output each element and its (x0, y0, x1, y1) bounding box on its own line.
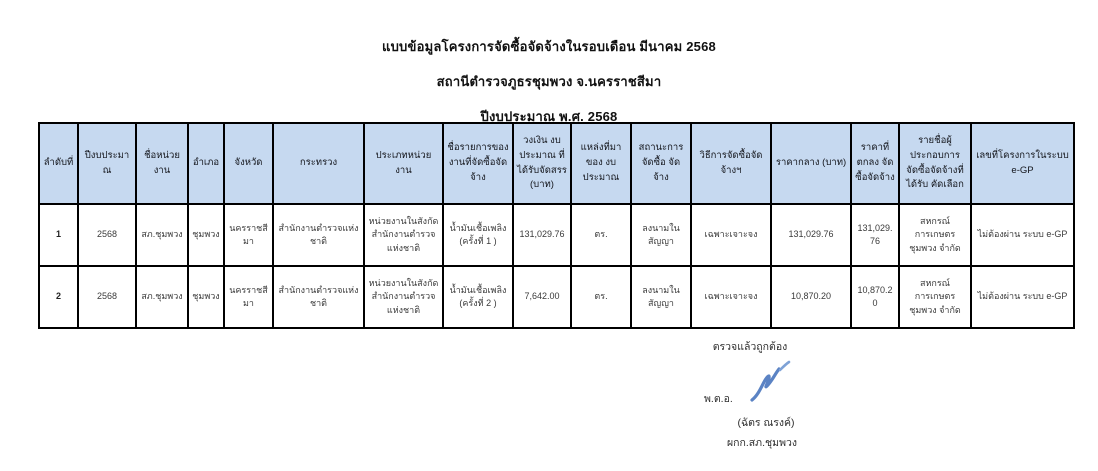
table-cell: 2 (38, 265, 79, 329)
table-cell: 131,029.76 (850, 203, 900, 267)
table-cell: ไม่ต้องผ่าน ระบบ e-GP (970, 265, 1075, 329)
table-cell: 131,029.76 (512, 203, 572, 267)
verified-text: ตรวจแล้วถูกต้อง (712, 341, 788, 353)
table-row: 2 2568 สภ.ชุมพวง ชุมพวง นครราชสีมา สำนักงานตำ… (38, 265, 1075, 329)
table-cell: 10,870.20 (850, 265, 900, 329)
column-header: ชื่อหน่วยงาน (135, 122, 189, 205)
table-cell: สหกรณ์การเกษตร ชุมพวง จำกัด (898, 203, 972, 267)
table-body: 1 2568 สภ.ชุมพวง ชุมพวง นครราชสีมา สำนักงานตำ… (38, 203, 1075, 329)
table-cell: 2568 (77, 265, 137, 329)
table-cell: 1 (38, 203, 79, 267)
table-cell: 7,642.00 (512, 265, 572, 329)
table-cell: เฉพาะเจาะจง (690, 265, 772, 329)
signature-block: ตรวจแล้วถูกต้อง พ.ต.อ. (ฉัตร ณรงค์) ผกก.… (600, 336, 920, 466)
table-cell: น้ำมันเชื้อเพลิง (ครั้งที่ 1 ) (442, 203, 514, 267)
table-cell: ตร. (570, 203, 632, 267)
procurement-table: ลำดับที่ ปีงบประมาณ ชื่อหน่วยงาน อำเภอ จังหว… (38, 122, 1075, 329)
table-cell: ลงนามในสัญญา (630, 203, 692, 267)
signer-name: (ฉัตร ณรงค์) (737, 417, 795, 429)
table-cell: สำนักงานตำรวจแห่งชาติ (272, 265, 365, 329)
table-cell: ตร. (570, 265, 632, 329)
column-header: ราคากลาง (บาท) (770, 122, 852, 205)
column-header: รายชื่อผู้ประกอบการ จัดซื้อจัดจ้างที่ได้… (898, 122, 972, 205)
column-header: ปีงบประมาณ (77, 122, 137, 205)
signer-position: ผกก.สภ.ชุมพวง (726, 437, 798, 449)
table-cell: น้ำมันเชื้อเพลิง (ครั้งที่ 2 ) (442, 265, 514, 329)
column-header: ราคาที่ตกลง จัดซื้อจัดจ้าง (850, 122, 900, 205)
table-cell: ไม่ต้องผ่าน ระบบ e-GP (970, 203, 1075, 267)
header-row: ลำดับที่ ปีงบประมาณ ชื่อหน่วยงาน อำเภอ จังหว… (38, 122, 1075, 205)
table-cell: 10,870.20 (770, 265, 852, 329)
table-row: 1 2568 สภ.ชุมพวง ชุมพวง นครราชสีมา สำนักงานตำ… (38, 203, 1075, 267)
document-title: แบบข้อมูลโครงการจัดซื้อจัดจ้างในรอบเดือน… (382, 39, 716, 54)
table-cell: นครราชสีมา (223, 265, 274, 329)
column-header: วิธีการจัดซื้อจัดจ้างฯ (690, 122, 772, 205)
table-cell: ชุมพวง (187, 203, 225, 267)
column-header: อำเภอ (187, 122, 225, 205)
table-cell: สำนักงานตำรวจแห่งชาติ (272, 203, 365, 267)
title-block: แบบข้อมูลโครงการจัดซื้อจัดจ้างในรอบเดือน… (0, 36, 1098, 141)
fiscal-year-subtitle: ปีงบประมาณ พ.ศ. 2568 (480, 109, 618, 124)
signer-rank: พ.ต.อ. (704, 393, 733, 405)
station-subtitle: สถานีตำรวจภูธรชุมพวง จ.นครราชสีมา (436, 74, 662, 89)
column-header: จังหวัด (223, 122, 274, 205)
table-cell: สภ.ชุมพวง (135, 203, 189, 267)
column-header: วงเงิน งบประมาณ ที่ได้รับจัดสรร (บาท) (512, 122, 572, 205)
table-cell: 2568 (77, 203, 137, 267)
table-cell: สภ.ชุมพวง (135, 265, 189, 329)
column-header: เลขที่โครงการในระบบ e-GP (970, 122, 1075, 205)
table-cell: ลงนามในสัญญา (630, 265, 692, 329)
column-header: กระทรวง (272, 122, 365, 205)
table-cell: นครราชสีมา (223, 203, 274, 267)
column-header: ชื่อรายการของงานที่จัดซื้อจัดจ้าง (442, 122, 514, 205)
column-header: ประเภทหน่วยงาน (363, 122, 444, 205)
column-header: แหล่งที่มาของ งบประมาณ (570, 122, 632, 205)
column-header: สถานะการจัดซื้อ จัดจ้าง (630, 122, 692, 205)
column-header: ลำดับที่ (38, 122, 79, 205)
table-cell: หน่วยงานในสังกัด สำนักงานตำรวจ แห่งชาติ (363, 265, 444, 329)
table-cell: 131,029.76 (770, 203, 852, 267)
table-cell: หน่วยงานในสังกัด สำนักงานตำรวจ แห่งชาติ (363, 203, 444, 267)
signature-scribble-icon (742, 358, 794, 406)
table-cell: ชุมพวง (187, 265, 225, 329)
table-cell: เฉพาะเจาะจง (690, 203, 772, 267)
table-cell: สหกรณ์การเกษตร ชุมพวง จำกัด (898, 265, 972, 329)
